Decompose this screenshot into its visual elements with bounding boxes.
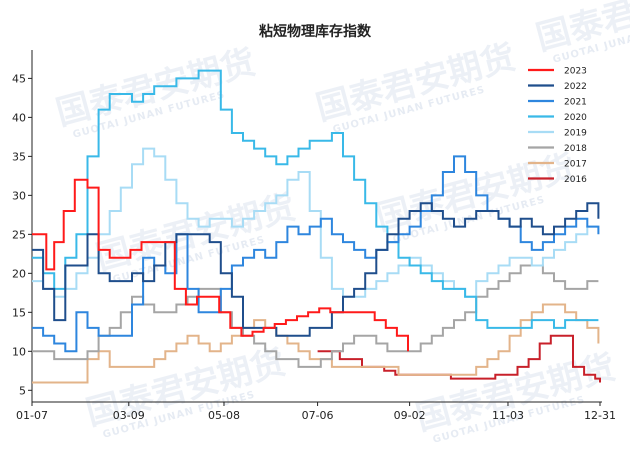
legend-label-2022: 2022 <box>564 82 587 92</box>
x-tick-label: 12-31 <box>584 409 616 422</box>
y-tick-label: 25 <box>12 228 26 241</box>
series-line-2020 <box>32 69 599 329</box>
chart-title: 粘短物理库存指数 <box>259 23 372 40</box>
axes: 5 10 15 20 25 30 35 40 45 01-07 03-09 05-08 07-06 09-… <box>12 50 616 422</box>
x-tick-label: 01-07 <box>16 409 48 422</box>
series-line-2017 <box>32 303 600 384</box>
y-tick-label: 5 <box>19 384 26 397</box>
x-tick-label: 05-08 <box>208 409 240 422</box>
series-line-2019 <box>32 147 599 298</box>
y-tick-label: 15 <box>12 306 26 319</box>
y-tick-label: 20 <box>12 267 26 280</box>
x-tick-label: 11-03 <box>492 409 524 422</box>
x-tick-label: 03-09 <box>113 409 145 422</box>
series-line-2018 <box>32 264 599 368</box>
legend-label-2023: 2023 <box>564 67 587 77</box>
legend-label-2019: 2019 <box>564 129 587 139</box>
y-tick-label: 30 <box>12 189 26 202</box>
y-tick-label: 35 <box>12 150 26 163</box>
series-layer <box>32 69 601 384</box>
legend-label-2016: 2016 <box>564 175 587 185</box>
legend-label-2018: 2018 <box>564 144 587 154</box>
legend-label-2020: 2020 <box>564 113 587 123</box>
x-tick-label: 07-06 <box>302 409 334 422</box>
legend: 2023 2022 2021 2020 2019 2018 2017 2016 <box>528 67 587 185</box>
x-tick-label: 09-02 <box>394 409 426 422</box>
y-tick-label: 40 <box>12 111 26 124</box>
legend-label-2021: 2021 <box>564 98 587 108</box>
y-tick-label: 10 <box>12 345 26 358</box>
y-tick-label: 45 <box>12 72 26 85</box>
series-line-2023 <box>32 178 409 352</box>
legend-label-2017: 2017 <box>564 160 587 170</box>
